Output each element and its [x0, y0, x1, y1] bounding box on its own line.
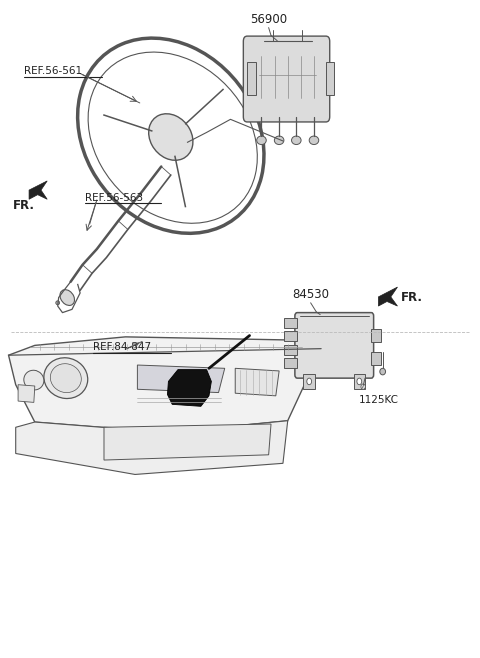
Text: 1125KC: 1125KC: [359, 395, 398, 405]
Bar: [284, 359, 297, 368]
Ellipse shape: [149, 114, 193, 161]
Bar: [354, 374, 365, 390]
Text: 84530: 84530: [292, 288, 329, 301]
Text: REF.84-847: REF.84-847: [93, 342, 151, 352]
Polygon shape: [18, 385, 35, 403]
Bar: [326, 63, 335, 95]
Ellipse shape: [257, 136, 266, 145]
Polygon shape: [235, 368, 279, 396]
Ellipse shape: [357, 378, 362, 385]
Bar: [303, 374, 315, 390]
Bar: [284, 345, 297, 355]
Polygon shape: [29, 181, 47, 199]
Text: FR.: FR.: [401, 291, 423, 304]
Ellipse shape: [275, 136, 284, 145]
Text: REF.56-563: REF.56-563: [85, 193, 143, 203]
Ellipse shape: [309, 136, 319, 145]
Polygon shape: [137, 365, 225, 393]
FancyBboxPatch shape: [295, 313, 373, 378]
Bar: [371, 329, 381, 342]
Ellipse shape: [50, 364, 81, 393]
Bar: [371, 352, 381, 365]
Ellipse shape: [361, 384, 365, 390]
Ellipse shape: [291, 136, 301, 145]
Bar: [284, 318, 297, 328]
Text: REF.56-561: REF.56-561: [24, 66, 83, 76]
Polygon shape: [104, 424, 271, 460]
Ellipse shape: [44, 358, 88, 399]
Polygon shape: [378, 287, 397, 306]
Ellipse shape: [380, 368, 385, 375]
Ellipse shape: [24, 370, 44, 390]
Polygon shape: [9, 337, 321, 430]
Bar: [247, 63, 256, 95]
Polygon shape: [16, 420, 288, 474]
Polygon shape: [168, 370, 211, 407]
Ellipse shape: [60, 290, 74, 305]
FancyBboxPatch shape: [243, 36, 330, 122]
Text: 56900: 56900: [250, 13, 287, 26]
Ellipse shape: [307, 378, 312, 385]
Text: FR.: FR.: [13, 199, 36, 213]
Bar: [284, 331, 297, 341]
Ellipse shape: [56, 301, 60, 305]
